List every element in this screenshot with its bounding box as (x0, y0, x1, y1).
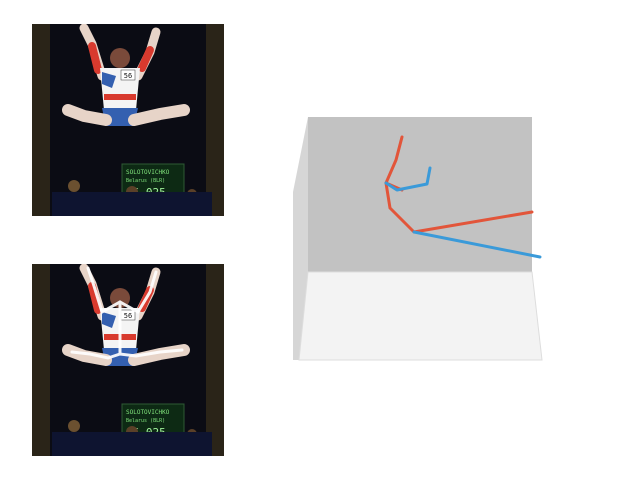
pose-3d-right-limbs (384, 166, 542, 259)
jersey-number: 56 (124, 312, 132, 320)
scoreboard-name: SOLOTOVICHKO (126, 409, 170, 416)
pose-3d-plot (293, 117, 543, 361)
plot-back-wall (308, 117, 532, 272)
jersey-number: 56 (124, 72, 132, 80)
scoreboard-country: Belarus (BLR) (126, 418, 165, 424)
gymnast-photo-with-skeleton: 56 SOLOTOVICHKO Belarus (BLR) 15.025 (32, 264, 224, 456)
scoreboard-name: SOLOTOVICHKO (126, 169, 170, 176)
gymnast-photo: 56 SOLOTOVICHKO Belarus (BLR) 15.025 (32, 24, 224, 216)
plot-floor (298, 271, 543, 361)
plot-side-wall (293, 117, 308, 360)
pose-skeleton-2d (70, 266, 184, 360)
scoreboard-country: Belarus (BLR) (126, 178, 165, 184)
